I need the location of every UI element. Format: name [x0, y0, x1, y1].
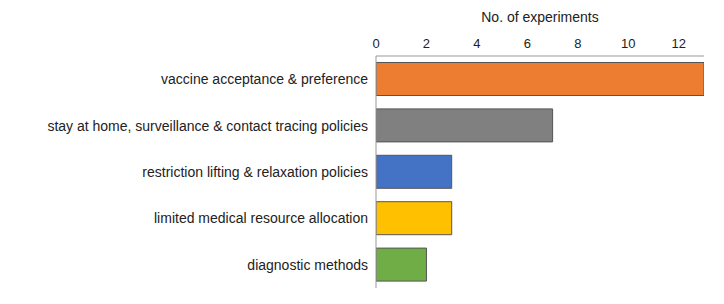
svg-text:vaccine acceptance & preferenc: vaccine acceptance & preference — [161, 71, 368, 87]
svg-text:4: 4 — [473, 36, 480, 51]
svg-text:6: 6 — [524, 36, 531, 51]
svg-text:0: 0 — [372, 36, 379, 51]
svg-text:diagnostic methods: diagnostic methods — [247, 257, 368, 273]
svg-text:restriction lifting & relaxati: restriction lifting & relaxation policie… — [142, 164, 368, 180]
svg-text:2: 2 — [423, 36, 430, 51]
svg-text:10: 10 — [621, 36, 635, 51]
svg-text:stay at home, surveillance & c: stay at home, surveillance & contact tra… — [47, 118, 368, 134]
svg-text:limited medical resource alloc: limited medical resource allocation — [154, 210, 368, 226]
svg-text:8: 8 — [574, 36, 581, 51]
svg-text:No. of experiments: No. of experiments — [481, 9, 599, 25]
svg-text:12: 12 — [672, 36, 686, 51]
